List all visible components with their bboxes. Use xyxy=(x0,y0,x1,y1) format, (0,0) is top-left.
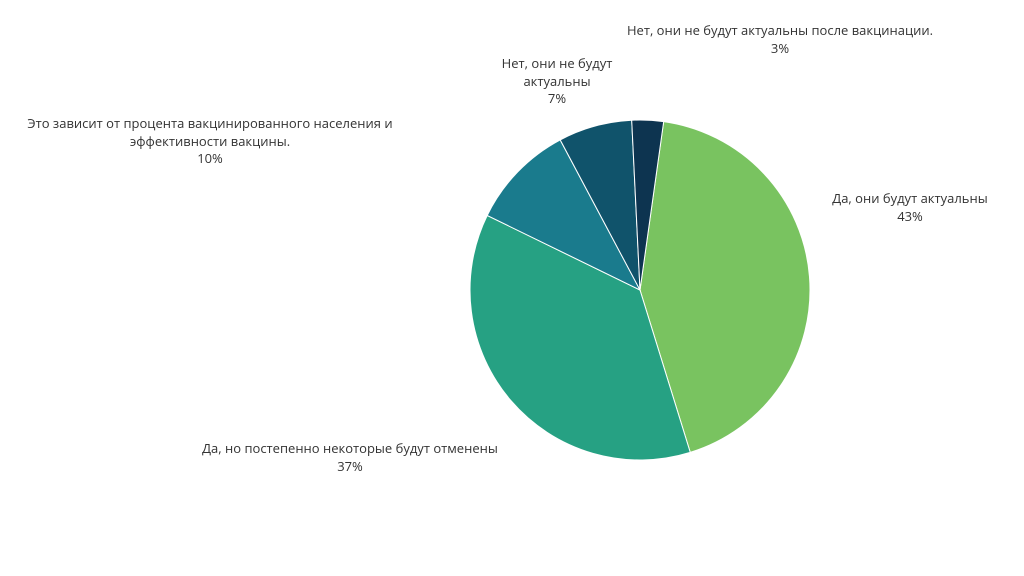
pie-chart-container: Да, они будут актуальны43%Да, но постепе… xyxy=(0,0,1024,576)
pie-chart-svg xyxy=(0,0,1024,576)
